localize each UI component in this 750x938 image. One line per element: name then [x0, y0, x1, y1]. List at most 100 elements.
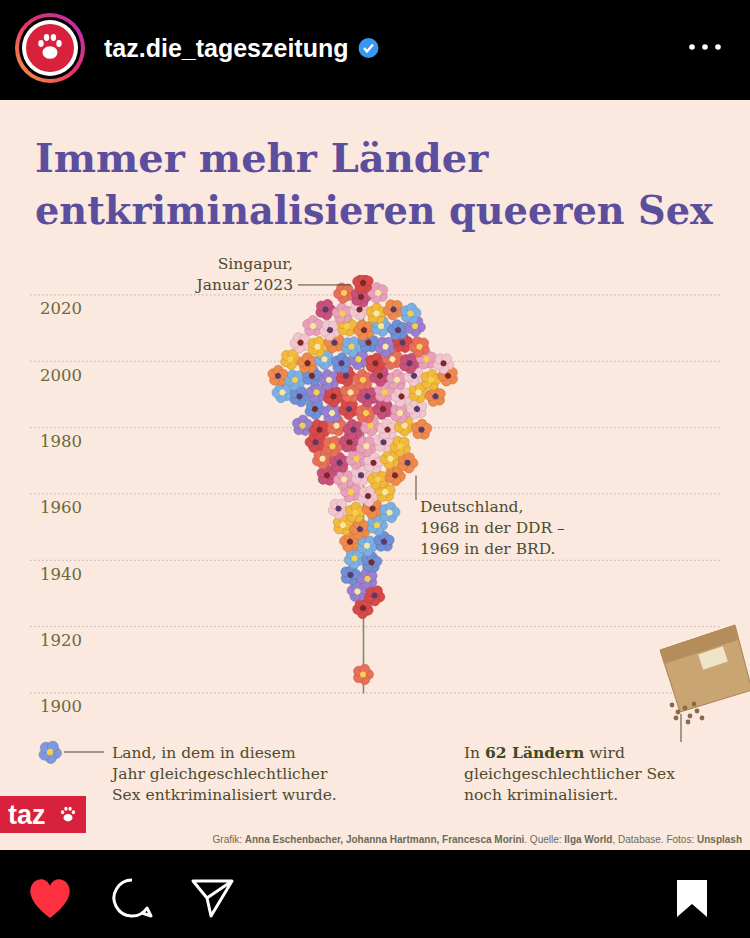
flower-center [374, 522, 380, 528]
flower-center [311, 405, 318, 412]
legend-text: Land, in dem in diesem [112, 744, 296, 762]
note-text: noch kriminalisiert. [464, 786, 618, 804]
flower-center [404, 460, 410, 466]
tick: 1960 [40, 494, 363, 517]
legend-text: Jahr gleichgeschlechtlicher [110, 765, 328, 783]
verified-check [364, 45, 373, 52]
flower-center [308, 372, 316, 380]
flower [354, 664, 374, 684]
paw-pad [43, 46, 58, 59]
y-axis: 1900192019401960198020002020 [40, 276, 364, 717]
flower-center [381, 488, 389, 496]
header-bar [0, 0, 750, 100]
annotation: 1969 in der BRD. [420, 540, 556, 558]
flower-center [343, 322, 351, 330]
flower-center [343, 373, 350, 380]
save-button[interactable] [677, 880, 707, 917]
tick-label: 1960 [40, 498, 82, 517]
flower-center [309, 322, 317, 330]
grid-line [30, 626, 720, 627]
seed [683, 706, 688, 711]
flower-center [393, 376, 401, 384]
menu-dot[interactable] [689, 44, 695, 50]
flower-center [353, 455, 361, 463]
comment-button[interactable] [114, 880, 151, 916]
flower-center [345, 405, 353, 413]
flower-center [365, 493, 372, 500]
flower-center [359, 376, 367, 384]
paw-toe [56, 40, 61, 47]
flower-center [370, 459, 378, 467]
flower-center [364, 392, 372, 400]
flower-center [359, 279, 367, 287]
flower [408, 416, 436, 444]
seed [688, 714, 693, 719]
verified-badge [359, 38, 379, 58]
flower-center [339, 521, 347, 529]
annotation: Deutschland, [420, 498, 523, 516]
avatar-ring[interactable] [15, 13, 85, 83]
note-part: noch kriminalisiert. [464, 786, 618, 804]
flower-center [382, 343, 390, 351]
avatar[interactable] [26, 24, 74, 72]
flower-center [380, 538, 388, 546]
seed [670, 703, 675, 708]
flower-center [340, 289, 348, 297]
flower-center [347, 488, 355, 496]
flower-center [363, 442, 370, 449]
flower-center [440, 360, 447, 367]
paw-toe [72, 810, 75, 814]
flower-center [287, 356, 294, 363]
note-part: gleichgeschlechtlicher Sex [464, 765, 675, 783]
flower-center [291, 376, 299, 384]
flower-center [303, 359, 311, 367]
flower [406, 333, 434, 361]
flower-center [398, 339, 406, 347]
bag-body [660, 625, 750, 712]
flower-center [357, 293, 365, 301]
credits-part: . Quelle: [524, 834, 564, 845]
note-part: wird [584, 744, 625, 762]
credits-part: Ilga World [564, 834, 612, 845]
flower-center [274, 372, 282, 380]
flower-center [349, 425, 357, 433]
flower-center [413, 405, 421, 413]
flower-center [330, 393, 337, 400]
flower-center [363, 542, 370, 549]
flower-center [388, 355, 396, 363]
credits-part: Unsplash [697, 834, 742, 845]
account-name[interactable]: taz.die_tageszeitung [104, 34, 349, 62]
paw-pad [64, 814, 73, 822]
share-button[interactable] [193, 881, 232, 916]
flower-row [354, 664, 374, 684]
flower-center [337, 359, 345, 367]
menu-dot[interactable] [702, 44, 708, 50]
flower [349, 275, 377, 298]
like-button[interactable] [30, 879, 69, 918]
flower-center [374, 475, 382, 483]
note-part: 62 Ländern [485, 743, 584, 762]
flower [431, 351, 456, 376]
flower-center [371, 592, 378, 599]
seed [674, 716, 679, 721]
tick-label: 1920 [40, 631, 82, 650]
chart-background [0, 100, 750, 850]
flower-center [394, 326, 402, 334]
flower-center [379, 405, 387, 413]
paw-toe [61, 810, 64, 814]
credits-part: , Database. Fotos: [612, 834, 697, 845]
tick-label: 1980 [40, 432, 82, 451]
menu-dot[interactable] [715, 44, 721, 50]
credits: Grafik: Anna Eschenbacher, Johanna Hartm… [213, 834, 742, 845]
annotation: Singapur, [218, 255, 293, 273]
flower-center [347, 571, 355, 579]
logo-box [0, 796, 86, 833]
flower-center [346, 537, 354, 545]
flower-row [315, 296, 424, 328]
flower-center [390, 306, 398, 314]
annotation: 1968 in der DDR – [420, 519, 565, 537]
flower-center [427, 376, 435, 384]
flower-center [362, 409, 370, 417]
tick: 2020 [40, 295, 363, 318]
tick-label: 2020 [40, 299, 82, 318]
